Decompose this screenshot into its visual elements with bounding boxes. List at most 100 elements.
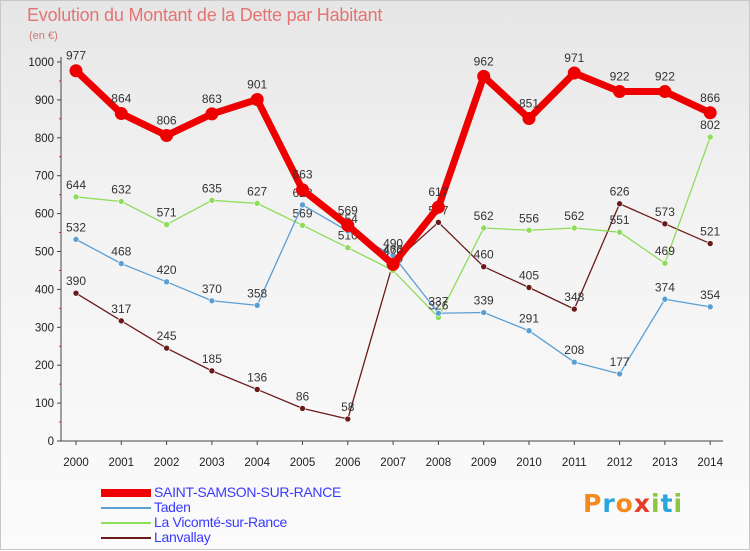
data-point-la-vicomte-sur-rance [570, 224, 578, 232]
data-point-lanvallay [253, 386, 261, 393]
data-label-la-vicomte-sur-rance: 632 [111, 182, 131, 196]
data-point-lanvallay [118, 317, 125, 325]
logo-letter: x [633, 489, 651, 518]
data-label-la-vicomte-sur-rance: 551 [610, 213, 630, 227]
y-tick-label: 800 [35, 133, 54, 145]
data-point-la-vicomte-sur-rance [253, 200, 261, 207]
legend-item: La Vicomté-sur-Rance [101, 515, 341, 530]
data-point-la-vicomte-sur-rance [616, 228, 623, 236]
data-point-la-vicomte-sur-rance [661, 259, 669, 267]
data-point-taden [72, 236, 80, 243]
data-point-lanvallay [570, 305, 578, 313]
data-point-saint-samson-sur-rance [250, 93, 264, 107]
data-label-saint-samson-sur-rance: 617 [428, 185, 448, 199]
data-point-taden [616, 370, 623, 378]
data-label-taden: 532 [66, 220, 86, 234]
data-point-lanvallay [163, 344, 170, 352]
logo-letter: r [602, 489, 616, 518]
logo-letter: t [660, 489, 674, 518]
data-point-taden [435, 309, 442, 317]
data-point-lanvallay [208, 367, 216, 375]
data-point-saint-samson-sur-rance [613, 85, 627, 99]
data-point-lanvallay [344, 415, 352, 423]
data-label-la-vicomte-sur-rance: 326 [428, 298, 448, 312]
legend-label: Taden [154, 499, 191, 515]
y-tick-label: 100 [35, 398, 54, 410]
logo-letter: P [583, 489, 603, 518]
data-point-la-vicomte-sur-rance [706, 133, 714, 141]
data-point-saint-samson-sur-rance [296, 183, 309, 197]
x-tick-label: 2011 [562, 457, 587, 469]
x-tick-label: 2007 [380, 457, 406, 469]
data-label-taden: 468 [111, 245, 131, 259]
proxiti-logo: Proxiti [583, 489, 683, 518]
legend-swatch [101, 536, 151, 539]
data-point-saint-samson-sur-rance [477, 69, 491, 83]
data-label-la-vicomte-sur-rance: 556 [519, 211, 539, 225]
series-line-la-vicomte-sur-rance [75, 136, 711, 319]
data-label-saint-samson-sur-rance: 466 [383, 242, 403, 256]
data-label-la-vicomte-sur-rance: 627 [247, 184, 267, 198]
data-label-taden: 339 [474, 294, 494, 308]
legend-item: Lanvallay [101, 530, 341, 545]
y-tick-label: 1000 [28, 57, 54, 69]
chart-title: Evolution du Montant de la Dette par Hab… [27, 5, 383, 25]
y-tick-label: 700 [35, 171, 54, 183]
data-point-taden [525, 327, 533, 335]
data-label-lanvallay: 136 [247, 370, 267, 384]
data-label-lanvallay: 573 [655, 205, 675, 219]
data-label-la-vicomte-sur-rance: 562 [564, 209, 584, 223]
data-label-la-vicomte-sur-rance: 635 [202, 181, 222, 195]
data-point-la-vicomte-sur-rance [344, 244, 352, 252]
data-point-lanvallay [299, 405, 306, 412]
data-point-la-vicomte-sur-rance [118, 198, 125, 205]
data-point-lanvallay [480, 263, 488, 270]
data-point-taden [706, 303, 714, 311]
legend-item: SAINT-SAMSON-SUR-RANCE [101, 485, 341, 500]
x-tick-label: 2002 [154, 457, 180, 469]
legend-item: Taden [101, 500, 341, 515]
x-tick-label: 2014 [697, 457, 723, 469]
data-label-la-vicomte-sur-rance: 644 [66, 178, 86, 192]
data-point-la-vicomte-sur-rance [299, 222, 306, 229]
data-point-taden [661, 295, 669, 303]
logo-letter: i [651, 489, 661, 518]
data-label-lanvallay: 317 [111, 302, 131, 316]
data-point-taden [253, 302, 261, 309]
chart-legend: SAINT-SAMSON-SUR-RANCE Taden La Vicomté-su… [101, 485, 341, 545]
data-point-saint-samson-sur-rance [658, 85, 672, 99]
y-tick-label: 0 [48, 436, 54, 448]
data-label-taden: 370 [202, 282, 222, 296]
data-point-lanvallay [616, 200, 623, 208]
x-tick-label: 2004 [244, 457, 270, 469]
data-label-taden: 177 [610, 355, 630, 369]
data-label-lanvallay: 185 [202, 352, 222, 366]
data-point-saint-samson-sur-rance [114, 107, 128, 121]
data-label-saint-samson-sur-rance: 962 [474, 54, 494, 68]
data-label-taden: 354 [700, 288, 720, 302]
y-tick-label: 200 [35, 360, 54, 372]
x-tick-label: 2009 [471, 457, 497, 469]
data-point-lanvallay [706, 240, 714, 247]
y-tick-label: 400 [35, 284, 54, 296]
data-label-la-vicomte-sur-rance: 571 [157, 206, 177, 220]
data-point-saint-samson-sur-rance [69, 64, 83, 78]
logo-letter: i [673, 489, 684, 518]
data-point-la-vicomte-sur-rance [208, 197, 216, 204]
x-tick-label: 2000 [63, 457, 89, 469]
data-label-taden: 420 [157, 263, 177, 277]
y-tick-label: 600 [35, 209, 54, 221]
x-tick-label: 2001 [109, 457, 135, 469]
data-point-taden [118, 260, 125, 267]
data-point-saint-samson-sur-rance [431, 200, 445, 214]
legend-label: Lanvallay [154, 529, 211, 545]
series-line-taden [75, 204, 711, 375]
data-label-saint-samson-sur-rance: 863 [202, 92, 222, 106]
data-label-lanvallay: 405 [519, 269, 539, 283]
data-label-saint-samson-sur-rance: 922 [655, 70, 675, 84]
data-label-saint-samson-sur-rance: 977 [66, 49, 86, 63]
logo-letter: o [615, 489, 634, 518]
y-tick-label: 300 [35, 322, 54, 334]
